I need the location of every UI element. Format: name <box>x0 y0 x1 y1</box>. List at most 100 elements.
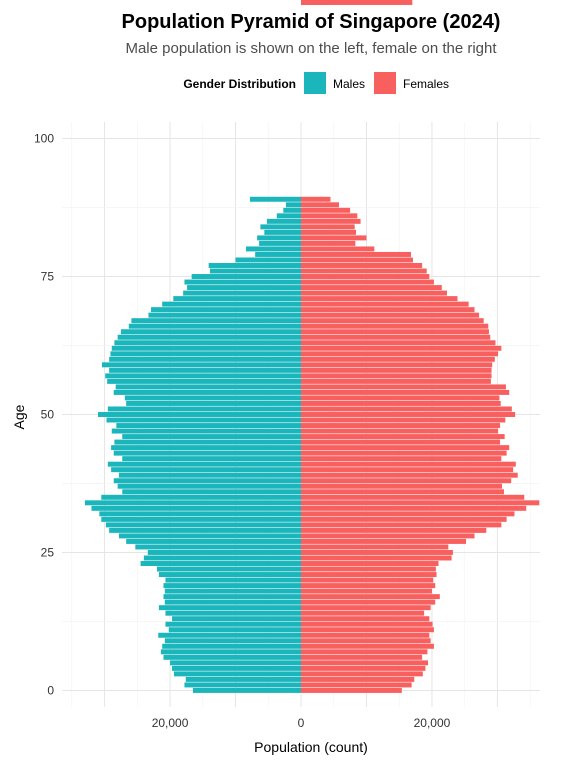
bar-males-age-27 <box>126 538 301 544</box>
bar-females-age-31 <box>301 516 507 522</box>
bar-females-age-21 <box>301 572 437 578</box>
x-axis-title: Population (count) <box>254 739 368 755</box>
bar-males-age-83 <box>264 229 301 235</box>
chart-subtitle: Male population is shown on the left, fe… <box>125 40 497 57</box>
bar-males-age-6 <box>163 654 301 660</box>
bar-females-age-18 <box>301 588 432 594</box>
bar-males-age-30 <box>105 522 301 528</box>
bar-males-age-75 <box>191 274 301 280</box>
bar-females-age-51 <box>301 406 512 412</box>
bar-males-age-13 <box>172 616 301 622</box>
bar-females-age-28 <box>301 533 475 539</box>
bar-males-age-56 <box>107 378 302 384</box>
bar-males-age-52 <box>126 400 301 406</box>
bar-males-age-25 <box>147 549 301 555</box>
bar-males-age-44 <box>111 445 301 451</box>
bar-males-age-86 <box>276 213 301 219</box>
y-axis-ticks: 0 25 50 75 100 <box>34 132 54 698</box>
legend-swatch-females <box>374 72 396 94</box>
bar-males-age-36 <box>122 489 302 495</box>
bar-females-age-69 <box>301 307 475 313</box>
x-tick-label: 0 <box>298 716 305 730</box>
bar-females-age-66 <box>301 323 489 329</box>
bar-females-age-53 <box>301 395 500 401</box>
bar-males-age-58 <box>109 367 301 373</box>
bar-males-age-49 <box>106 417 301 423</box>
bar-females-age-88 <box>301 202 339 208</box>
bar-females-age-67 <box>301 318 484 324</box>
legend: Gender Distribution Males Females <box>183 72 449 94</box>
bar-females-age-9 <box>301 638 431 644</box>
bar-females-age-79 <box>301 251 412 257</box>
bar-males-age-29 <box>109 527 301 533</box>
chart-title: Population Pyramid of Singapore (2024) <box>122 11 501 33</box>
bar-males-age-60 <box>109 356 301 362</box>
bar-males-age-38 <box>113 478 302 484</box>
bar-males-age-80 <box>245 246 301 252</box>
bar-males-age-5 <box>170 660 301 666</box>
bar-females-age-82 <box>301 235 367 241</box>
bar-males-age-11 <box>168 627 301 633</box>
y-tick-label: 75 <box>41 270 55 284</box>
bar-males-age-71 <box>173 296 301 302</box>
bar-males-age-57 <box>105 373 302 379</box>
bar-females-age-10 <box>301 632 430 638</box>
bar-males-age-55 <box>115 384 302 390</box>
bar-females-age-34 <box>301 500 540 506</box>
legend-label-females: Females <box>403 77 449 91</box>
bar-males-age-48 <box>116 423 301 429</box>
bar-females-age-33 <box>301 505 527 511</box>
bar-males-age-17 <box>163 594 301 600</box>
bar-males-age-61 <box>110 351 301 357</box>
bar-males-age-26 <box>135 544 301 550</box>
bar-females-age-74 <box>301 279 434 285</box>
bar-males-age-47 <box>111 428 302 434</box>
bar-females-age-55 <box>301 384 506 390</box>
bar-males-age-69 <box>151 307 301 313</box>
bar-males-age-87 <box>283 207 301 213</box>
bar-females-age-60 <box>301 356 495 362</box>
bar-females-age-6 <box>301 654 423 660</box>
bar-females-age-85 <box>301 218 361 224</box>
bar-males-age-89 <box>249 196 301 202</box>
bar-females-age-0 <box>301 687 402 693</box>
bar-males-age-32 <box>99 511 301 517</box>
bar-females-age-59 <box>301 362 493 368</box>
bar-females-age-27 <box>301 538 467 544</box>
bar-males-age-41 <box>107 461 301 467</box>
bar-females-age-65 <box>301 329 489 335</box>
bar-females-age-undefined <box>301 0 413 5</box>
bar-females-age-63 <box>301 340 496 346</box>
bar-males-age-70 <box>162 301 301 307</box>
bar-females-age-57 <box>301 373 492 379</box>
bar-females-age-87 <box>301 207 351 213</box>
bar-males-age-39 <box>118 472 301 478</box>
bar-males-age-76 <box>209 268 301 274</box>
bar-females-age-15 <box>301 605 431 611</box>
bar-males-age-37 <box>117 483 301 489</box>
bar-females-age-35 <box>301 494 525 500</box>
bar-males-age-88 <box>285 202 301 208</box>
bar-females-age-2 <box>301 676 415 682</box>
bar-males-age-35 <box>101 494 301 500</box>
bar-females-age-50 <box>301 412 516 417</box>
bar-males-age-14 <box>165 610 301 616</box>
bar-males-age-18 <box>164 588 301 594</box>
bar-males-age-62 <box>111 345 302 351</box>
bar-females-age-71 <box>301 296 458 302</box>
bar-females-age-40 <box>301 467 514 473</box>
bar-females-age-89 <box>301 196 331 202</box>
bar-males-age-63 <box>114 340 301 346</box>
x-axis-ticks: 20,000 0 20,000 <box>152 716 451 730</box>
bar-females-age-45 <box>301 439 501 445</box>
bar-males-age-12 <box>165 621 301 627</box>
bar-females-age-20 <box>301 577 434 583</box>
bar-males-age-72 <box>183 290 301 296</box>
bar-males-age-4 <box>172 665 301 671</box>
bar-males-age-34 <box>84 500 301 506</box>
bar-females-age-77 <box>301 263 423 268</box>
bar-females-age-24 <box>301 555 452 561</box>
bar-males-age-15 <box>158 605 301 611</box>
bar-females-age-30 <box>301 522 502 528</box>
